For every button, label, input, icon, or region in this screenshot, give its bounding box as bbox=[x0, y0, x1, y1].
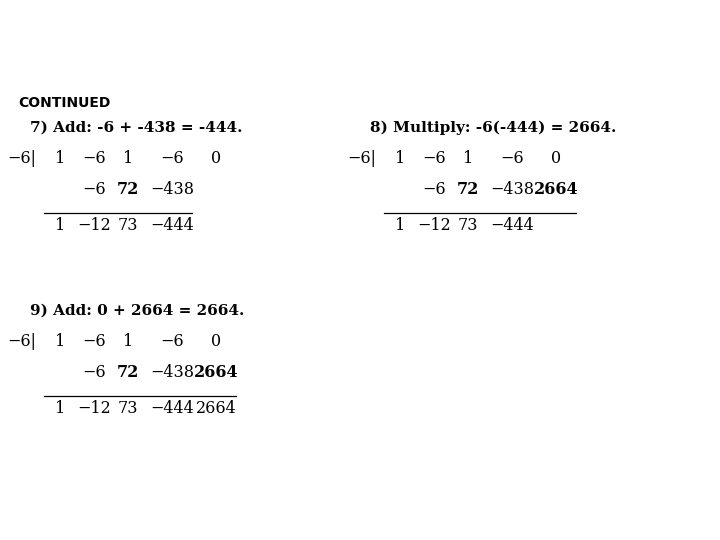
Text: −6: −6 bbox=[160, 333, 184, 350]
Text: 2664: 2664 bbox=[194, 364, 238, 381]
Text: −12: −12 bbox=[77, 217, 111, 234]
Text: 72: 72 bbox=[117, 364, 139, 381]
Text: Blitzer,: Blitzer, bbox=[11, 518, 55, 531]
Text: 1: 1 bbox=[55, 333, 65, 350]
Text: −6: −6 bbox=[82, 333, 106, 350]
Text: −6|: −6| bbox=[7, 333, 37, 350]
Text: 7) Add: -6 + -438 = -444.: 7) Add: -6 + -438 = -444. bbox=[30, 120, 243, 134]
Text: −444: −444 bbox=[490, 217, 534, 234]
Text: 73: 73 bbox=[458, 217, 478, 234]
Text: −6: −6 bbox=[422, 150, 446, 167]
Text: −438: −438 bbox=[150, 181, 194, 198]
Text: 2664: 2664 bbox=[534, 181, 578, 198]
Text: −12: −12 bbox=[417, 217, 451, 234]
Text: Synthetic Division of Polynomials: Synthetic Division of Polynomials bbox=[13, 24, 529, 55]
Text: 0: 0 bbox=[211, 333, 221, 350]
Text: −6: −6 bbox=[82, 364, 106, 381]
Text: −438: −438 bbox=[150, 364, 194, 381]
Text: CONTINUED: CONTINUED bbox=[18, 96, 110, 110]
Text: 1: 1 bbox=[123, 333, 133, 350]
Text: 73: 73 bbox=[118, 217, 138, 234]
Text: −12: −12 bbox=[77, 400, 111, 417]
Text: −6|: −6| bbox=[348, 150, 377, 167]
Text: 8) Multiply: -6(-444) = 2664.: 8) Multiply: -6(-444) = 2664. bbox=[370, 120, 616, 134]
Text: 1: 1 bbox=[55, 150, 65, 167]
Text: −6: −6 bbox=[82, 150, 106, 167]
Text: 1: 1 bbox=[55, 217, 65, 234]
Text: −438: −438 bbox=[490, 181, 534, 198]
Text: Algebra for College Students, 6e – Slide #9 Section 11.2: Algebra for College Students, 6e – Slide… bbox=[54, 518, 418, 531]
Text: 73: 73 bbox=[118, 400, 138, 417]
Text: −444: −444 bbox=[150, 400, 194, 417]
Text: 9) Add: 0 + 2664 = 2664.: 9) Add: 0 + 2664 = 2664. bbox=[30, 303, 244, 318]
Text: 1: 1 bbox=[395, 217, 405, 234]
Text: −444: −444 bbox=[150, 217, 194, 234]
Text: 1: 1 bbox=[463, 150, 473, 167]
Text: −6|: −6| bbox=[7, 150, 37, 167]
Text: 72: 72 bbox=[117, 181, 139, 198]
Text: −6: −6 bbox=[422, 181, 446, 198]
Text: 72: 72 bbox=[456, 181, 480, 198]
Text: 0: 0 bbox=[211, 150, 221, 167]
Text: −6: −6 bbox=[500, 150, 524, 167]
Text: −6: −6 bbox=[82, 181, 106, 198]
Text: 1: 1 bbox=[55, 400, 65, 417]
Text: 0: 0 bbox=[551, 150, 561, 167]
Text: 2664: 2664 bbox=[196, 400, 236, 417]
Text: 1: 1 bbox=[123, 150, 133, 167]
Text: −6: −6 bbox=[160, 150, 184, 167]
Text: 1: 1 bbox=[395, 150, 405, 167]
